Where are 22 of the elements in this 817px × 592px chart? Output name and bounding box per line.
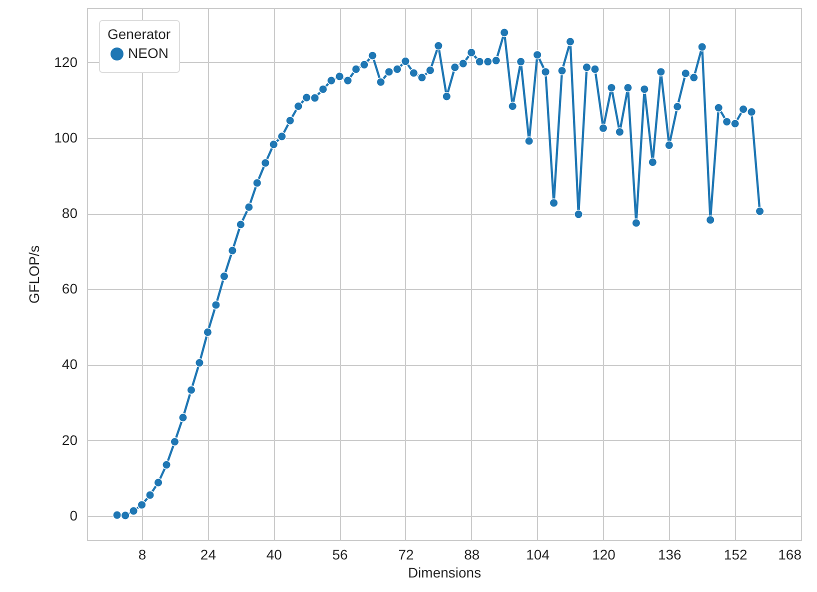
legend-title: Generator (107, 26, 171, 42)
x-tick-label: 56 (332, 546, 348, 562)
legend-label: NEON (128, 45, 168, 61)
y-tick-label: 120 (54, 54, 78, 70)
x-tick-label: 168 (778, 546, 802, 562)
x-tick-label: 152 (724, 546, 748, 562)
y-tick-label: 60 (62, 280, 78, 297)
y-tick-label: 40 (62, 356, 78, 372)
x-tick-label: 88 (464, 546, 480, 562)
y-tick-label: 80 (62, 205, 78, 222)
y-axis-title: GFLOP/s (26, 245, 42, 304)
x-tick-label: 40 (266, 546, 282, 562)
x-tick-label: 24 (200, 546, 216, 562)
y-tick-label: 20 (62, 432, 78, 448)
x-tick-label: 8 (138, 546, 146, 562)
y-tick-label: 100 (54, 129, 78, 146)
y-tick-label: 0 (70, 507, 78, 524)
x-tick-label: 72 (398, 546, 414, 562)
x-axis-title: Dimensions (408, 564, 482, 580)
x-tick-label: 120 (592, 546, 616, 562)
x-tick-label: 104 (526, 546, 550, 562)
x-tick-label: 136 (658, 546, 682, 562)
